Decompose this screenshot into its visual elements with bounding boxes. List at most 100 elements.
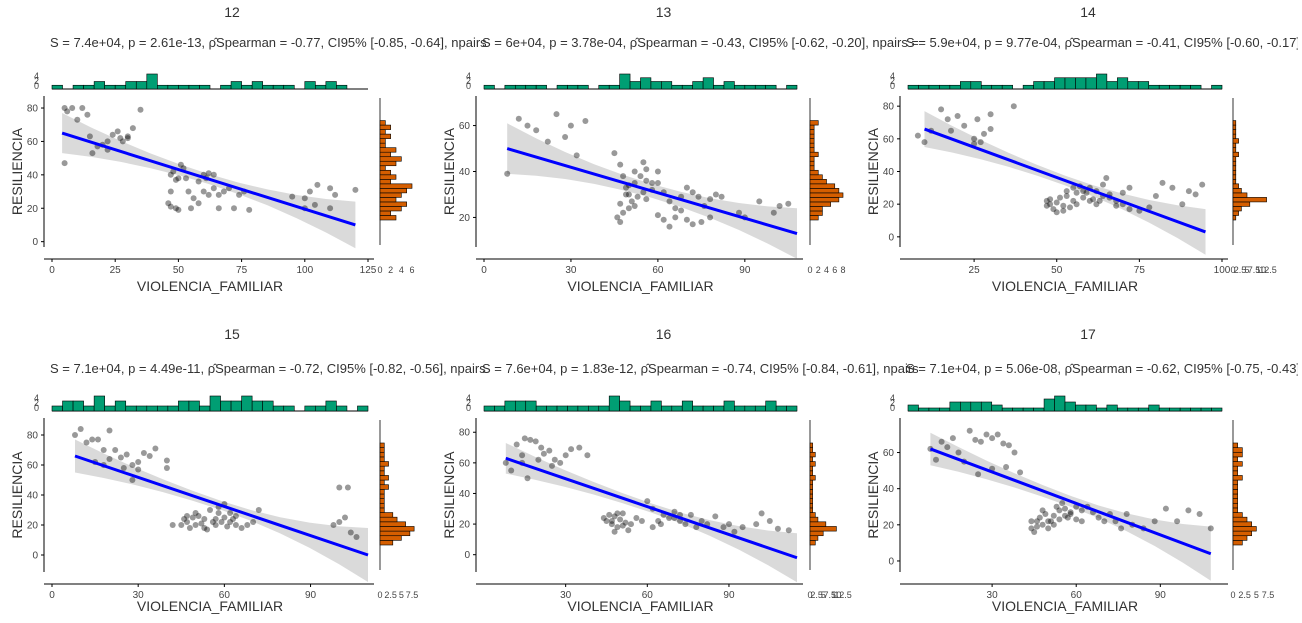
top-hist-bar [1117, 77, 1129, 90]
data-point [129, 125, 136, 132]
data-point [640, 159, 647, 166]
data-point [625, 191, 632, 198]
y-tick-label: 40 [459, 489, 471, 500]
data-point [944, 444, 951, 451]
top-hist-bar [114, 84, 127, 90]
data-point [515, 115, 522, 122]
top-hist-bar [125, 405, 137, 412]
y-tick-label: 60 [27, 461, 39, 472]
right-hist-bar [379, 179, 391, 185]
data-point [106, 427, 113, 434]
right-hist-bar [809, 147, 815, 153]
x-tick-label: 25 [969, 265, 981, 276]
data-point [198, 520, 205, 527]
right-hist-tick: 0 [1230, 265, 1235, 275]
right-hist-bar [1232, 493, 1238, 499]
data-point [129, 462, 136, 468]
right-hist-tick: 2.5 [1238, 590, 1251, 600]
data-point [620, 173, 627, 180]
top-hist-bar [1137, 407, 1150, 412]
top-hist-bar [220, 400, 232, 412]
data-point [336, 519, 343, 525]
top-hist-bar [304, 405, 316, 412]
top-hist-bar [928, 84, 940, 90]
right-hist-bar [1232, 188, 1242, 194]
right-hist-bar [809, 120, 819, 126]
y-tick-label: 80 [27, 431, 39, 442]
data-point [1047, 201, 1054, 208]
right-hist-bar [809, 124, 815, 130]
top-hist-bar [918, 84, 930, 90]
data-point [1048, 518, 1054, 525]
data-point [981, 130, 987, 137]
data-point [192, 510, 199, 516]
right-hist-tick: 2 [388, 265, 393, 275]
data-point [61, 105, 68, 111]
data-point [1043, 197, 1050, 204]
data-point [611, 528, 618, 535]
right-hist-bar [809, 169, 819, 176]
top-hist-bar [608, 84, 620, 90]
data-point [1059, 500, 1066, 507]
data-point [215, 191, 222, 198]
data-point [124, 135, 131, 142]
right-hist-tick: 12.5 [834, 590, 852, 600]
panel-15: 15 S = 7.1e+04, p = 4.49e-11, ρ̂Spearman … [9, 326, 486, 614]
data-point [169, 522, 176, 528]
top-hist-bar [949, 84, 961, 90]
data-point [631, 168, 638, 175]
top-hist-tick: 4 [466, 393, 471, 403]
top-hist-bar [220, 84, 232, 90]
data-point [551, 456, 558, 463]
right-hist-bar [809, 475, 816, 481]
top-hist-bar [744, 84, 756, 90]
top-hist-bar [525, 84, 537, 90]
data-point [776, 203, 783, 209]
regression-line [505, 456, 798, 560]
data-point [628, 521, 634, 528]
data-point [188, 205, 194, 212]
y-axis-label: RESILIENCIA [9, 127, 25, 215]
data-point [1119, 189, 1126, 196]
right-hist-bar [809, 493, 813, 499]
y-tick-label: 20 [883, 200, 895, 211]
top-hist-bar [1158, 84, 1170, 90]
data-point [1073, 189, 1080, 196]
x-axis-label: VIOLENCIA_FAMILIAR [137, 598, 283, 614]
top-hist-bar [1001, 84, 1013, 90]
data-point [336, 484, 343, 491]
right-hist-bar [379, 489, 385, 495]
right-hist-bar [1232, 206, 1242, 212]
data-point [347, 529, 354, 536]
data-point [232, 513, 239, 519]
x-tick-label: 0 [481, 265, 487, 276]
data-point [1045, 525, 1052, 532]
right-hist-bar [809, 165, 815, 171]
data-point [1083, 189, 1090, 196]
top-hist-bar [556, 84, 568, 90]
data-point [693, 524, 700, 531]
data-point [311, 201, 318, 208]
data-point [625, 527, 632, 534]
panel-17: 17 S = 7.1e+04, p = 5.06e-08, ρ̂Spearman … [865, 326, 1298, 614]
data-point [238, 525, 245, 531]
data-point [1162, 505, 1169, 512]
y-axis-label: RESILIENCIA [9, 451, 25, 539]
right-hist-bar [809, 484, 813, 490]
data-point [61, 160, 68, 167]
data-point [961, 122, 968, 129]
top-hist-bar [504, 84, 516, 90]
right-hist-tick: 5 [821, 590, 826, 600]
data-point [250, 519, 257, 525]
top-hist-tick: 4 [34, 393, 39, 403]
top-hist-bar [494, 405, 506, 412]
data-point [106, 456, 113, 462]
right-hist-bar [379, 526, 415, 532]
data-point [1192, 191, 1199, 198]
confidence-band [75, 439, 368, 582]
right-hist-bar [809, 507, 813, 513]
data-point [553, 111, 560, 118]
top-hist-bar [1169, 84, 1181, 90]
data-point [104, 138, 111, 145]
data-point [301, 195, 308, 202]
